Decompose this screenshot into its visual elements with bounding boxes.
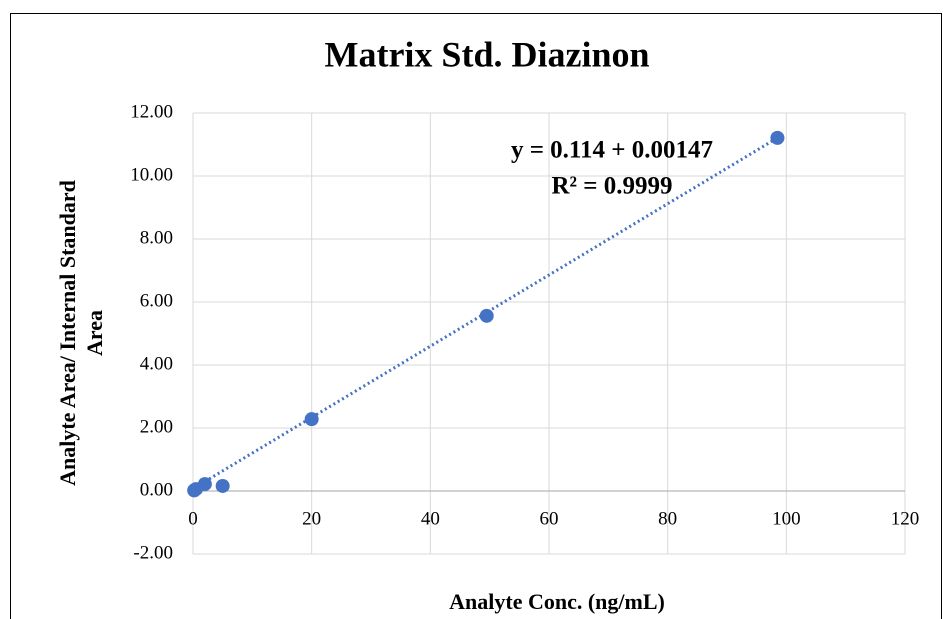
y-tick-label: 2.00 (140, 416, 173, 437)
y-tick-label: -2.00 (133, 542, 173, 563)
trendline (204, 136, 779, 483)
y-tick-label: 0.00 (140, 479, 173, 500)
x-tick-label: 20 (302, 508, 321, 529)
y-tick-label: 4.00 (140, 353, 173, 374)
y-axis-label: Analyte Area/ Internal Standard (55, 180, 80, 486)
x-tick-label: 40 (421, 508, 440, 529)
x-tick-label: 80 (658, 508, 677, 529)
y-tick-label: 10.00 (130, 164, 173, 185)
point (479, 308, 494, 323)
y-tick-label: 8.00 (140, 227, 173, 248)
point (215, 478, 230, 493)
chart-title: Matrix Std. Diazinon (324, 34, 649, 74)
x-tick-label: 100 (772, 508, 801, 529)
x-tick-label: 60 (540, 508, 559, 529)
x-tick-label: 0 (188, 508, 198, 529)
x-axis-label: Analyte Conc. (ng/mL) (449, 589, 665, 614)
point (304, 412, 319, 427)
y-tick-label: 6.00 (140, 290, 173, 311)
y-axis-label: Area (82, 310, 107, 356)
point (197, 477, 212, 492)
annotation: R² = 0.9999 (551, 173, 672, 200)
point (770, 130, 785, 145)
y-tick-label: 12.00 (130, 101, 173, 122)
annotation: y = 0.114 + 0.00147 (511, 137, 713, 164)
x-tick-label: 120 (891, 508, 920, 529)
